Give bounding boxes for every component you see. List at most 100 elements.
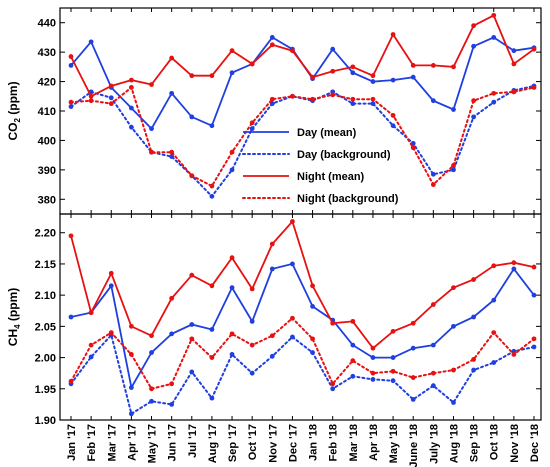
ch4-series-night-mean-point (511, 260, 517, 266)
co2-series-night-mean-point (330, 68, 336, 74)
ch4-series-day-background-point (269, 353, 275, 359)
ch4-series-night-mean-point (310, 283, 315, 289)
ch4-series-night-background-point (108, 330, 114, 336)
co2-series-night-background-point (350, 96, 356, 102)
ch4-series-night-mean-point (370, 345, 376, 351)
ch4-series-day-background-line (70, 333, 535, 416)
ch4-series-night-mean-point (430, 302, 436, 307)
co2-series-night-background-point (149, 149, 154, 155)
x-tick-label: Mar '17 (106, 424, 118, 461)
ch4-series-day-mean-point (370, 355, 376, 360)
ch4-series-night-background-point (249, 342, 255, 348)
ch4-ytick-label: 2.10 (35, 290, 56, 302)
ch4-series-day-mean-point (410, 345, 416, 351)
co2-series-day-background-point (491, 99, 497, 105)
co2-series-night-mean-point (370, 73, 376, 79)
x-tick-label: Oct '18 (489, 424, 501, 460)
ch4-series-day-mean-point (149, 350, 154, 355)
co2-ytick-label: 410 (38, 106, 56, 118)
ch4-series-night-background-point (491, 330, 497, 336)
co2-ylabel-unit: (ppm) (6, 81, 20, 118)
ch4-series-night-mean-point (290, 219, 295, 224)
ch4-series-night-background-point (370, 370, 376, 376)
ch4-series-night-mean-point (531, 264, 537, 270)
ch4-series-day-background-point (229, 352, 235, 357)
ch4-series-day-background-point (310, 350, 315, 355)
co2-series-night-mean-point (68, 54, 74, 59)
legend-label: Day (background) (297, 149, 391, 161)
co2-series-day-mean-point (370, 79, 376, 84)
x-tick-label: May '18 (388, 424, 400, 463)
ch4-series-day-mean-point (531, 292, 537, 298)
ch4-series-day-background-point (209, 395, 215, 401)
co2-ylabel-sub: 2 (13, 118, 22, 123)
ch4-series-night-background-point (531, 336, 537, 342)
co2-series-night-background-point (209, 183, 215, 189)
co2-series-day-background-point (451, 167, 456, 173)
co2-series-night-mean-point (249, 61, 255, 67)
ch4-series-night-mean-point (269, 241, 275, 247)
legend: Day (mean) Day (background) Night (mean) Ni… (242, 127, 399, 205)
ch4-series-night-mean-point (249, 286, 255, 292)
co2-series-night-mean-point (209, 73, 215, 79)
ch4-series-night-background-point (88, 342, 94, 348)
ch4-series-night-background-point (189, 336, 195, 342)
co2-series-night-mean-point (531, 46, 537, 52)
co2-series-day-mean-point (88, 39, 94, 45)
ch4-series-day-mean-point (269, 266, 275, 272)
x-tick-label: May '17 (147, 424, 159, 463)
co2-series-night-background-point (88, 98, 94, 104)
ch4-series-night-background-point (350, 358, 356, 364)
ch4-series-night-mean-point (108, 270, 114, 276)
co2-series-day-mean-point (430, 98, 436, 104)
ch4-series-day-mean-point (169, 331, 175, 337)
ch4-series-day-mean-point (430, 342, 436, 348)
co2-series-day-background-point (229, 167, 235, 173)
ch4-ytick-label: 1.95 (35, 384, 56, 396)
ch4-series-night-mean-point (410, 320, 416, 326)
co2-series-night-background-point (68, 99, 74, 105)
ch4-series-night-mean-point (229, 255, 235, 261)
ch4-series-day-background-point (350, 373, 356, 379)
ch4-series-day-background-point (370, 377, 376, 382)
co2-series-night-mean-point (169, 55, 175, 61)
co2-series-day-mean-point (68, 62, 74, 68)
co2-series-day-mean-point (410, 74, 416, 80)
ch4-series-day-mean-point (209, 327, 215, 332)
legend-label: Day (mean) (297, 127, 357, 139)
co2-series-day-background-point (128, 124, 134, 130)
co2-series-night-mean-point (471, 23, 477, 29)
ch4-series-day-mean-point (350, 342, 356, 348)
ch4-series-night-mean-point (330, 320, 336, 326)
co2-series-day-mean-point (269, 35, 275, 40)
co2-series-night-mean-point (310, 74, 315, 80)
co2-series-night-background-point (390, 113, 396, 118)
ch4-series-night-mean-point (471, 277, 477, 282)
ch4-series-night-background-point (471, 357, 477, 362)
ch4-plot-frame (59, 213, 542, 421)
ch4-series-day-background-point (410, 397, 416, 402)
co2-ytick-label: 420 (38, 77, 56, 89)
x-tick-label: Dec '17 (287, 424, 299, 462)
x-tick-label: June '18 (408, 424, 420, 467)
ch4-series-day-mean-point (471, 314, 477, 320)
ch4-ytick-label: 1.90 (35, 415, 56, 427)
co2-series-night-mean-point (390, 32, 396, 37)
co2-series-night-mean-point (108, 83, 114, 89)
co2-series-night-background-point (229, 149, 235, 155)
co2-series-day-mean-point (209, 123, 215, 129)
co2-series-night-mean-point (269, 42, 275, 48)
ch4-series-day-background-point (290, 334, 295, 340)
ch4-series-night-background-point (128, 352, 134, 357)
x-tick-label: Jan '18 (308, 424, 320, 461)
co2-series-night-background-point (310, 96, 315, 102)
x-tick-label: Aug '18 (448, 424, 460, 463)
ch4-series-night-mean-point (451, 285, 456, 291)
ch4-series-night-mean-point (491, 263, 497, 269)
co2-series-day-mean-point (128, 105, 134, 111)
ch4-series-night-mean-point (350, 318, 356, 324)
ch4-series-night-background-point (511, 352, 517, 357)
co2-series-night-background-point (128, 85, 134, 90)
ch4-series-day-background-point (330, 386, 336, 392)
